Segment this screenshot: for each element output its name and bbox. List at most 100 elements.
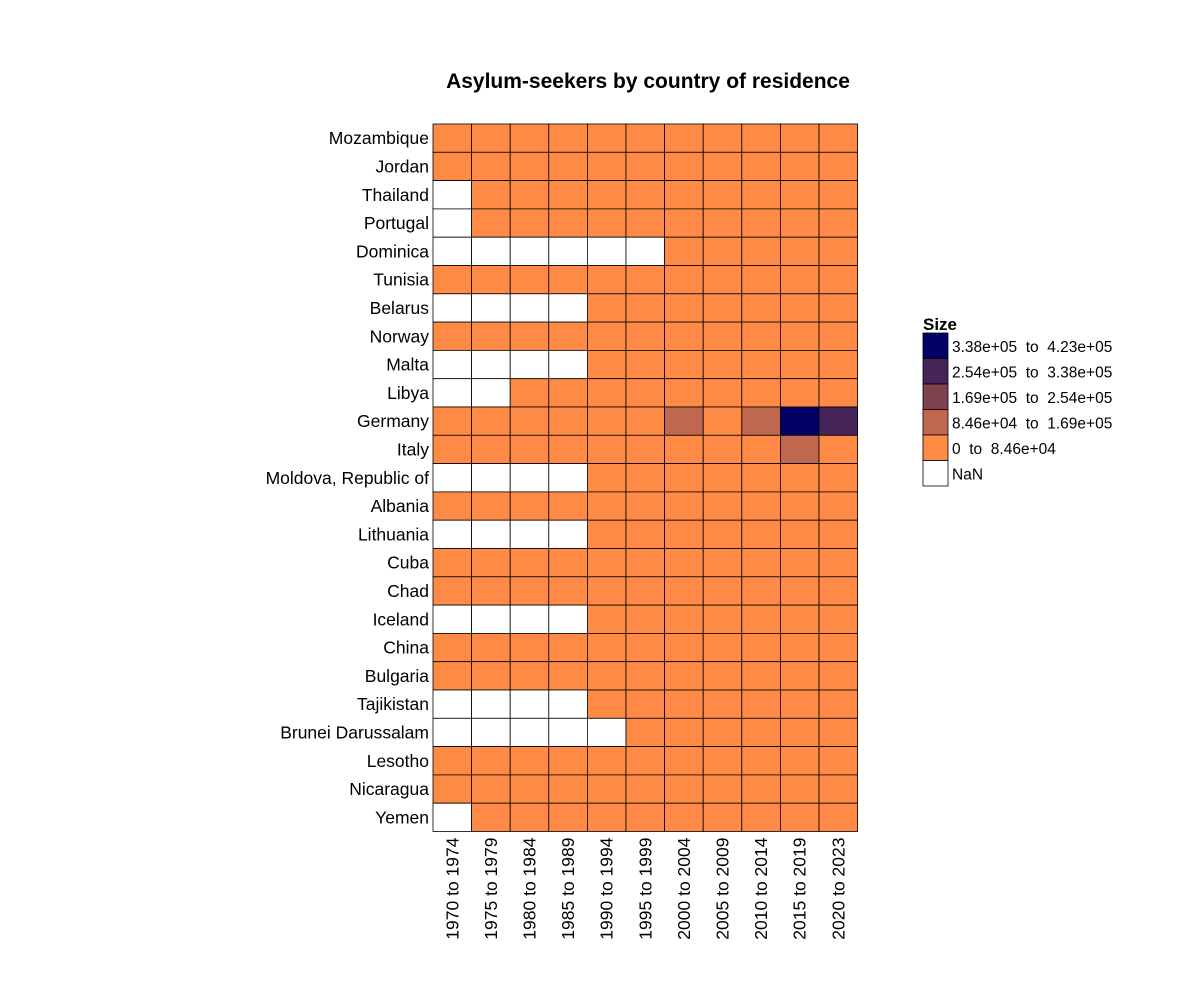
- heatmap-cell: [587, 349, 627, 380]
- heatmap-cell: [587, 746, 627, 776]
- heatmap-cell: [741, 349, 781, 380]
- heatmap-cell: [664, 349, 704, 380]
- legend-label: 0 to 8.46e+04: [952, 441, 1056, 458]
- heatmap-cell: [818, 208, 858, 238]
- heatmap-cell: [664, 434, 704, 464]
- heatmap-cell: [780, 491, 820, 521]
- heatmap-cell: [741, 548, 781, 578]
- heatmap-cell: [818, 463, 858, 493]
- heatmap-cell: [471, 151, 511, 182]
- heatmap-cell: [702, 661, 743, 691]
- heatmap-cell: [432, 463, 472, 493]
- heatmap-cell: [432, 406, 472, 436]
- heatmap-cell: [509, 689, 550, 719]
- heatmap-cell: [702, 123, 743, 153]
- heatmap-cell: [741, 633, 781, 663]
- heatmap-cell: [587, 123, 627, 153]
- heatmap-cell: [548, 208, 588, 238]
- heatmap-cell: [664, 293, 704, 323]
- heatmap-cell: [432, 349, 472, 380]
- heatmap-cell: [664, 265, 704, 295]
- heatmap-cell: [780, 689, 820, 719]
- heatmap-cell: [587, 491, 627, 521]
- heatmap-cell: [702, 293, 743, 323]
- heatmap-cell: [664, 633, 704, 663]
- heatmap-cell: [432, 265, 472, 295]
- heatmap-cell: [818, 519, 858, 549]
- heatmap-cell: [625, 265, 665, 295]
- heatmap-cell: [818, 236, 858, 266]
- heatmap-cell: [702, 774, 743, 804]
- heatmap-cell: [432, 208, 472, 238]
- heatmap-cell: [471, 576, 511, 606]
- x-tick-label: 2015 to 2019: [790, 838, 810, 940]
- x-tick-label: 1985 to 1989: [558, 838, 578, 940]
- heatmap-cell: [625, 293, 665, 323]
- heatmap-cell: [780, 576, 820, 606]
- heatmap-cell: [587, 633, 627, 663]
- heatmap-cell: [702, 378, 743, 408]
- heatmap-cell: [664, 802, 704, 832]
- heatmap-cell: [432, 548, 472, 578]
- x-tick-label: 1980 to 1984: [520, 837, 540, 939]
- heatmap-cell: [702, 576, 743, 606]
- heatmap-cell: [548, 633, 588, 663]
- y-tick-label: Tajikistan: [357, 694, 429, 714]
- heatmap-cell: [625, 717, 665, 747]
- heatmap-cell: [702, 434, 743, 464]
- y-tick-label: Malta: [386, 355, 429, 375]
- heatmap-cell: [471, 463, 511, 493]
- heatmap-cell: [780, 519, 820, 549]
- heatmap-cell: [432, 293, 472, 323]
- heatmap-cell: [818, 548, 858, 578]
- heatmap-cell: [509, 463, 550, 493]
- heatmap-cell: [664, 378, 704, 408]
- heatmap-cell: [509, 746, 550, 776]
- heatmap-cell: [818, 151, 858, 182]
- heatmap-cell: [548, 604, 588, 634]
- heatmap-cell: [741, 746, 781, 776]
- heatmap-cell: [625, 774, 665, 804]
- heatmap-cell: [741, 576, 781, 606]
- heatmap-cell: [548, 802, 588, 832]
- heatmap-cell: [741, 774, 781, 804]
- legend-swatch: [922, 332, 949, 359]
- heatmap-cell: [509, 293, 550, 323]
- heatmap-cell: [471, 378, 511, 408]
- heatmap-cell: [780, 180, 820, 210]
- y-tick-label: Bulgaria: [365, 666, 429, 686]
- heatmap-cell: [587, 774, 627, 804]
- heatmap-cell: [818, 434, 858, 464]
- heatmap-cell: [548, 321, 588, 351]
- x-tick-label: 1975 to 1979: [481, 838, 501, 940]
- heatmap-cell: [625, 548, 665, 578]
- heatmap-cell: [625, 802, 665, 832]
- heatmap-cell: [702, 349, 743, 380]
- heatmap-cell: [702, 491, 743, 521]
- heatmap-cell: [432, 633, 472, 663]
- heatmap-cell: [548, 180, 588, 210]
- heatmap-cell: [664, 123, 704, 153]
- y-tick-label: Portugal: [364, 213, 429, 233]
- heatmap-cell: [780, 406, 820, 436]
- heatmap-cell: [702, 151, 743, 182]
- heatmap-cell: [625, 349, 665, 380]
- heatmap-cell: [471, 321, 511, 351]
- y-tick-label: Iceland: [373, 609, 429, 629]
- heatmap-cell: [548, 406, 588, 436]
- heatmap-cell: [432, 604, 472, 634]
- heatmap-cell: [780, 717, 820, 747]
- heatmap-cell: [625, 180, 665, 210]
- heatmap-cell: [702, 604, 743, 634]
- heatmap-cell: [471, 604, 511, 634]
- heatmap-cell: [625, 463, 665, 493]
- heatmap-cell: [664, 180, 704, 210]
- chart-title: Asylum-seekers by country of residence: [446, 70, 850, 93]
- heatmap-cell: [818, 293, 858, 323]
- heatmap-cell: [741, 463, 781, 493]
- legend-swatch: [922, 383, 949, 410]
- x-tick-label: 2005 to 2009: [713, 838, 733, 940]
- heatmap-cell: [741, 180, 781, 210]
- heatmap-cell: [664, 689, 704, 719]
